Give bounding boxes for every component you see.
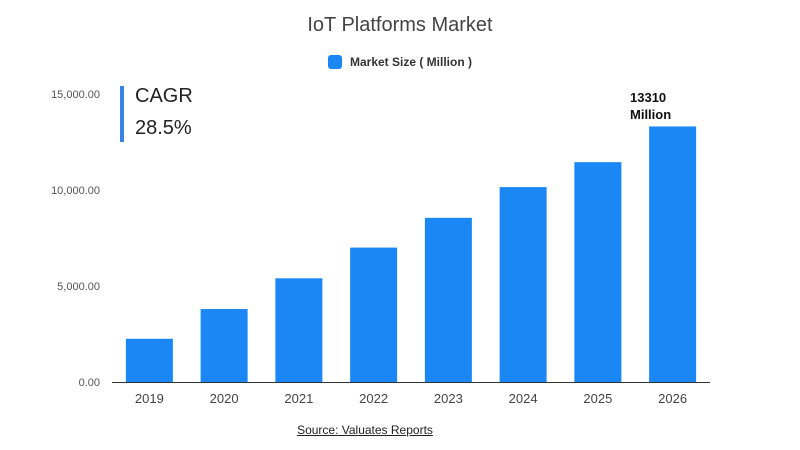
last-bar-annotation-unit: Million (630, 107, 672, 122)
x-tick-label: 2019 (135, 391, 164, 406)
bar-2021 (275, 278, 323, 382)
cagr-accent-bar (120, 86, 124, 142)
cagr-value: 28.5% (135, 117, 192, 139)
chart-title: IoT Platforms Market (307, 14, 493, 36)
last-bar-annotation: 13310 Million (630, 89, 671, 123)
y-tick-label: 5,000.00 (57, 281, 100, 293)
cagr-label: CAGR (135, 85, 193, 107)
bar-2023 (424, 217, 472, 382)
chart-legend: Market Size ( Million ) (0, 55, 800, 69)
bar-2019 (125, 338, 173, 382)
x-tick-label: 2026 (658, 391, 687, 406)
y-tick-label: 0.00 (79, 377, 100, 389)
bar-2020 (200, 309, 248, 382)
bar-2025 (574, 162, 622, 382)
x-tick-label: 2025 (583, 391, 612, 406)
legend-swatch (327, 55, 342, 69)
x-tick-label: 2022 (359, 391, 388, 406)
y-tick-label: 10,000.00 (51, 185, 100, 197)
y-tick-label: 15,000.00 (51, 89, 100, 101)
bar-2024 (499, 187, 547, 382)
last-bar-annotation-value: 13310 (630, 90, 667, 105)
x-tick-label: 2024 (509, 391, 538, 406)
x-tick-label: 2020 (210, 391, 239, 406)
legend-label: Market Size ( Million ) (349, 55, 472, 69)
bar-2022 (350, 247, 398, 382)
x-tick-label: 2021 (284, 391, 313, 406)
bar-2026 (649, 126, 697, 382)
x-tick-label: 2023 (434, 391, 463, 406)
source-link[interactable]: Source: Valuates Reports (297, 423, 433, 437)
